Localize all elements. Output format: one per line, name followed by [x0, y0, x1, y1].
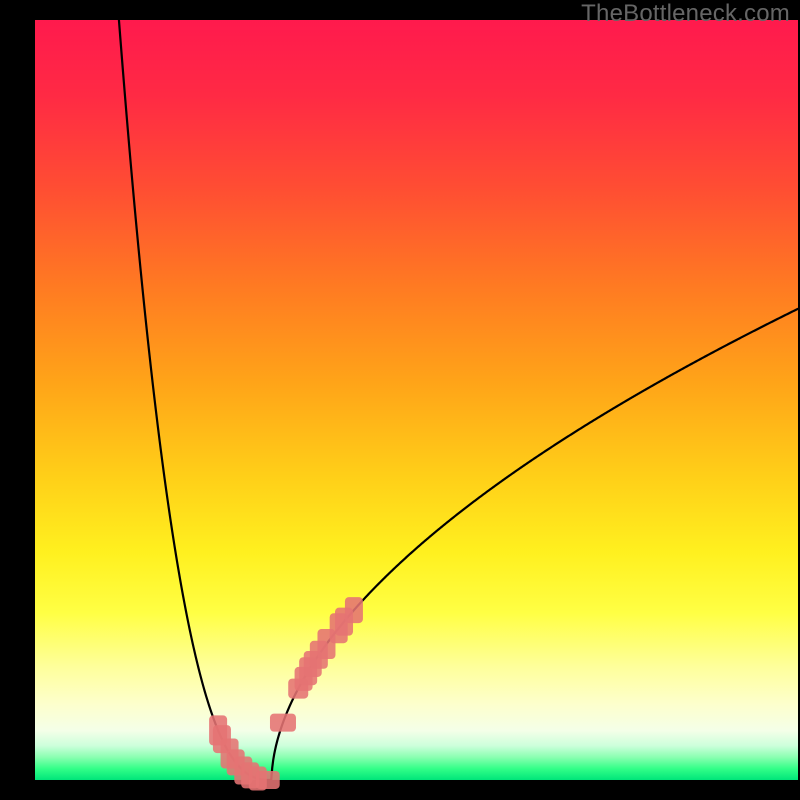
curve-marker [256, 771, 280, 789]
plot-background [35, 20, 798, 780]
bottleneck-chart [0, 0, 800, 800]
curve-marker [270, 714, 296, 732]
curve-marker [345, 597, 363, 623]
watermark-text: TheBottleneck.com [581, 0, 790, 28]
